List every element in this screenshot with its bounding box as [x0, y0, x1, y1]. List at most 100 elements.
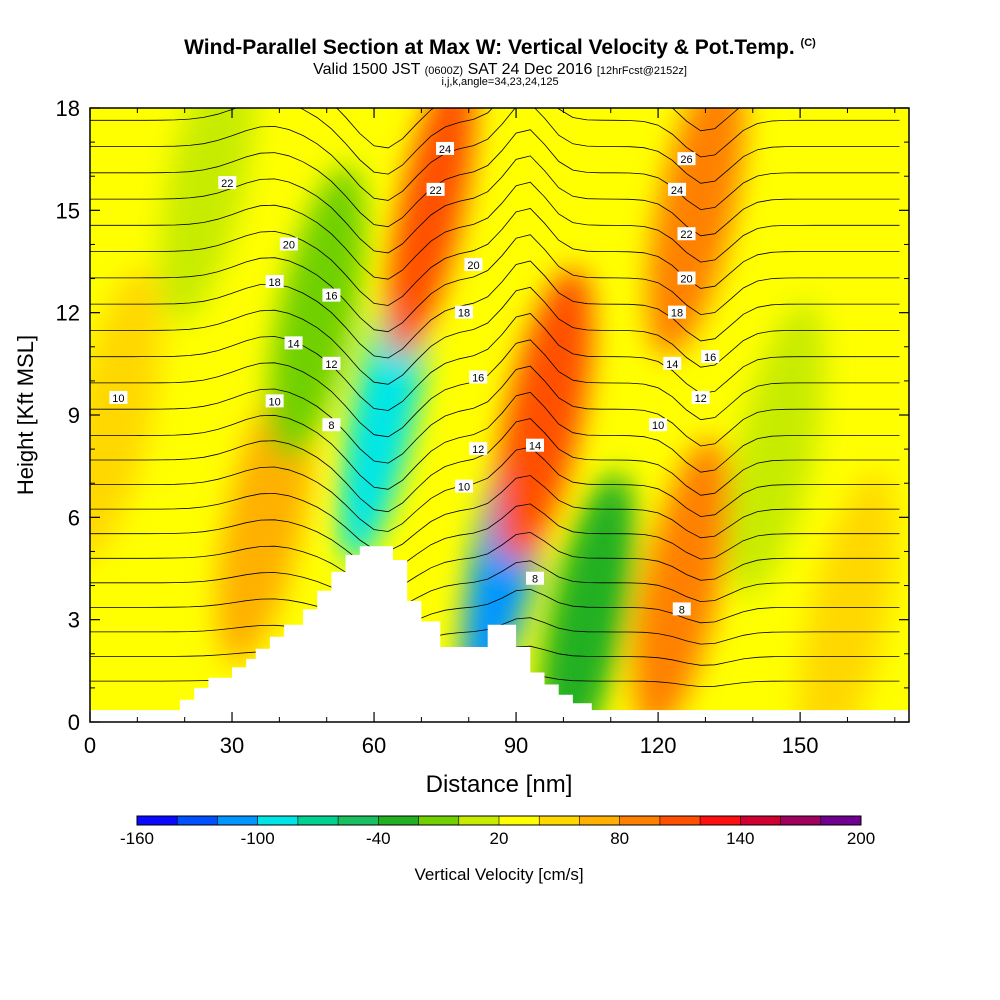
- contour-label: 12: [469, 442, 488, 456]
- theta-contour: [90, 475, 900, 552]
- contour-label: 10: [265, 394, 284, 408]
- theta-contour: [90, 108, 900, 201]
- colorbar-tick-label: -40: [366, 829, 391, 848]
- forecast-info: [12hrFcst@2152z]: [596, 65, 687, 77]
- x-tick-label: 60: [362, 733, 386, 758]
- chart-title: Wind-Parallel Section at Max W: Vertical…: [0, 36, 1000, 60]
- velocity-cell: [386, 108, 476, 358]
- contour-label: 18: [454, 305, 473, 320]
- colorbar-swatch: [539, 816, 580, 825]
- colorbar-swatch: [740, 816, 782, 825]
- colorbar-swatch: [418, 816, 460, 825]
- y-tick-label: 12: [56, 301, 80, 326]
- colorbar-swatch: [700, 816, 741, 825]
- theta-contour: [90, 391, 900, 490]
- svg-text:16: 16: [472, 372, 484, 384]
- terrain: [90, 546, 909, 722]
- contour-label: 18: [265, 274, 284, 289]
- theta-contour: [90, 339, 900, 438]
- colorbar-tick-label: 20: [490, 829, 509, 848]
- contour-label: 8: [322, 418, 341, 432]
- y-tick-label: 6: [68, 505, 80, 530]
- svg-text:8: 8: [679, 604, 685, 616]
- y-axis-label: Height [Kft MSL]: [13, 335, 38, 495]
- colorbar-tick-label: 200: [847, 829, 875, 848]
- theta-contour: [90, 313, 900, 411]
- svg-text:24: 24: [439, 144, 451, 156]
- y-tick-label: 0: [68, 710, 80, 735]
- colorbar-tick-label: 140: [726, 829, 754, 848]
- svg-text:20: 20: [467, 260, 479, 272]
- x-tick-label: 90: [504, 733, 528, 758]
- svg-text:10: 10: [652, 420, 664, 432]
- svg-text:10: 10: [112, 393, 124, 405]
- contour-label: 24: [668, 182, 687, 197]
- velocity-cell: [647, 108, 745, 358]
- contour-label: 14: [663, 356, 682, 371]
- svg-text:20: 20: [283, 239, 295, 251]
- colorbar-tick-label: -100: [241, 829, 275, 848]
- colorbar-swatch: [458, 816, 500, 825]
- theta-contour: [90, 503, 900, 572]
- contour-label: 14: [526, 438, 545, 453]
- velocity-cell: [633, 438, 731, 722]
- velocity-cell: [727, 302, 825, 597]
- chart-subtitle: Valid 1500 JST (0600Z) SAT 24 Dec 2016 […: [0, 61, 1000, 79]
- colorbar-swatch: [297, 816, 339, 825]
- theta-contour: [90, 560, 900, 611]
- colorbar-tick-label: 80: [610, 829, 629, 848]
- svg-text:8: 8: [532, 574, 538, 586]
- svg-text:12: 12: [472, 444, 484, 456]
- svg-text:16: 16: [704, 352, 716, 364]
- contour-label: 10: [649, 418, 668, 432]
- colorbar-swatch: [659, 816, 701, 825]
- theta-contour: [90, 531, 900, 592]
- contour-label: 10: [109, 390, 128, 405]
- contour-label: 12: [322, 356, 341, 371]
- svg-text:10: 10: [458, 482, 470, 494]
- svg-text:22: 22: [680, 229, 692, 241]
- copyright-mark: (C): [800, 37, 816, 49]
- velocity-cell: [538, 472, 636, 722]
- theta-contours: [90, 108, 900, 690]
- y-tick-label: 9: [68, 403, 80, 428]
- svg-text:26: 26: [680, 154, 692, 166]
- theta-contour: [90, 208, 900, 306]
- colorbar-swatch: [619, 816, 661, 825]
- velocity-cell: [159, 108, 257, 324]
- x-tick-label: 0: [84, 733, 96, 758]
- velocity-cell: [495, 268, 593, 562]
- theta-contour: [90, 129, 900, 228]
- svg-text:12: 12: [695, 393, 707, 405]
- plot-area: 22 20 18 16 14 12 10 10 8 24 22 20 18 16 12 10 14 8 26 24 22…: [56, 96, 910, 758]
- colorbar-swatch: [499, 816, 540, 825]
- svg-text:22: 22: [221, 178, 233, 190]
- x-axis-label: Distance [nm]: [426, 771, 573, 798]
- contour-label: 16: [322, 288, 341, 303]
- theta-contour: [90, 446, 900, 532]
- contour-labels: 22 20 18 16 14 12 10 10 8 24 22 20 18 16 12 10 14 8 26 24 22…: [109, 141, 720, 616]
- velocity-cell: [798, 472, 896, 722]
- valid-utc: (0600Z): [424, 65, 464, 77]
- theta-contour: [90, 365, 900, 464]
- colorbar-swatch: [378, 816, 420, 825]
- theta-contour: [90, 234, 900, 333]
- velocity-cell: [90, 268, 163, 562]
- velocity-cell: [268, 165, 366, 460]
- index-line: i,j,k,angle=34,23,24,125: [441, 76, 559, 88]
- contour-label: 16: [469, 370, 488, 384]
- theta-contour: [90, 181, 900, 280]
- contour-label: 22: [426, 182, 445, 197]
- contour-label: 22: [218, 176, 237, 190]
- contour-label: 24: [436, 141, 455, 156]
- y-tick-label: 18: [56, 96, 80, 121]
- colorbar-swatch: [338, 816, 379, 825]
- svg-text:14: 14: [287, 338, 299, 350]
- valid-date: SAT 24 Dec 2016: [467, 61, 593, 78]
- y-tick-label: 3: [68, 608, 80, 633]
- colorbar-swatch: [217, 816, 259, 825]
- svg-text:14: 14: [666, 359, 678, 371]
- contour-label: 20: [279, 237, 298, 251]
- y-axis: 0 3 6 9 12 15 18: [56, 96, 909, 735]
